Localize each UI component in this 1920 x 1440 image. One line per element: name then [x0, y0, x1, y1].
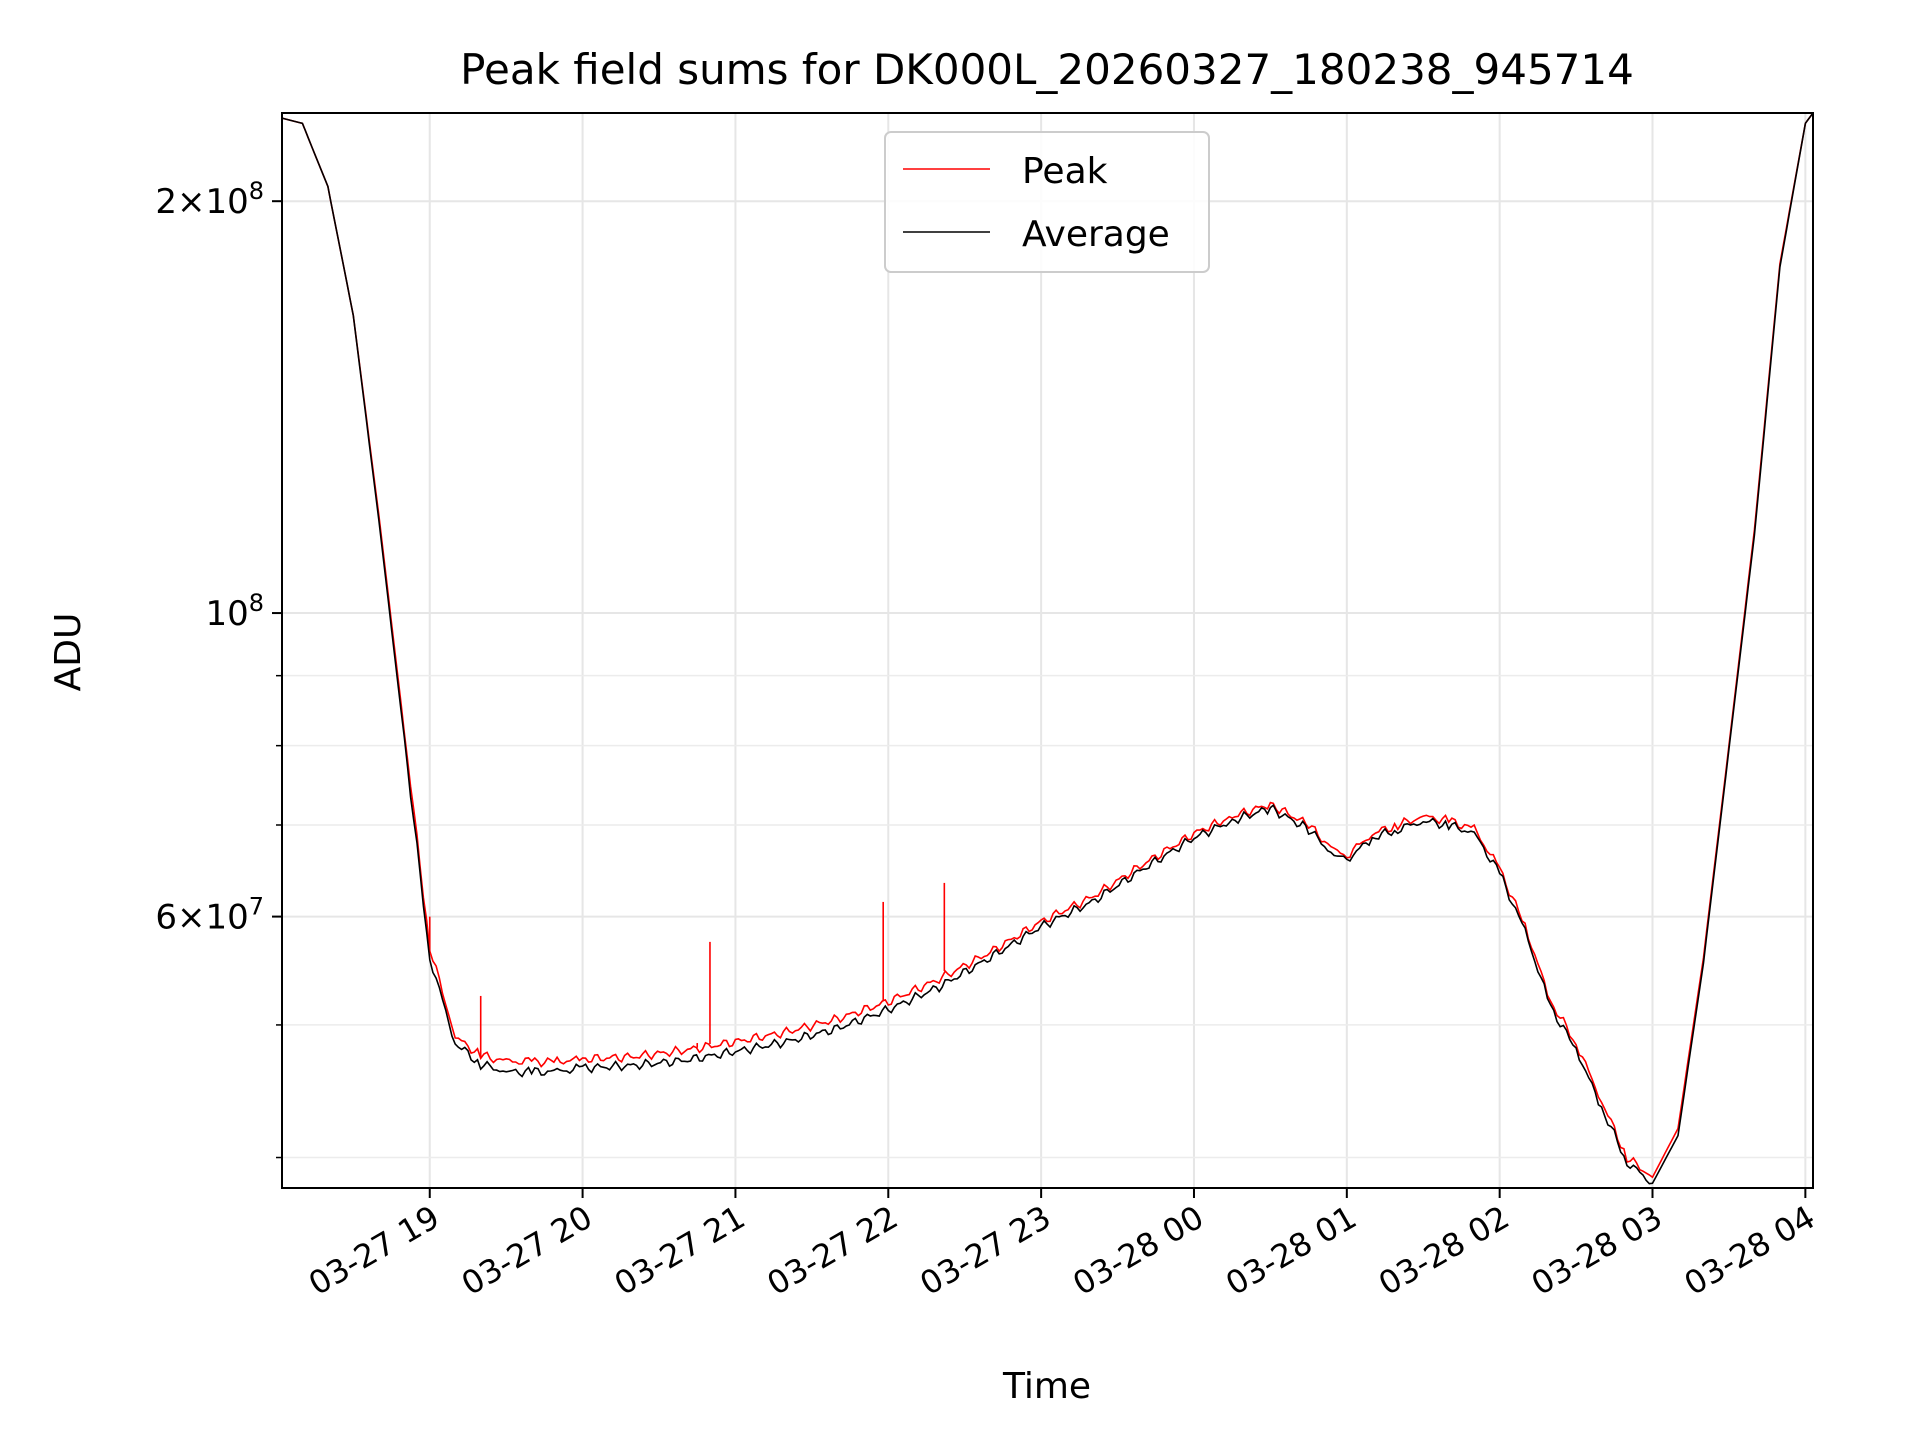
series-layer: [281, 112, 1814, 1185]
x-axis-label: Time: [1002, 1366, 1091, 1407]
legend-label-peak: Peak: [1022, 151, 1108, 192]
y-tick-label: 6×107: [155, 893, 264, 938]
series-line-peak: [281, 112, 1814, 1179]
grid: [282, 113, 1813, 1188]
y-axis-label: ADU: [48, 613, 89, 692]
y-tick-label: 2×108: [155, 177, 264, 222]
series-line-average: [281, 112, 1814, 1185]
chart-title: Peak field sums for DK000L_20260327_1802…: [460, 45, 1634, 94]
legend-box: [884, 131, 1210, 273]
y-tick-label: 108: [205, 589, 264, 634]
plot-frame: [281, 112, 1814, 1189]
legend: Peak Average: [884, 131, 1210, 273]
legend-label-average: Average: [1022, 214, 1170, 255]
